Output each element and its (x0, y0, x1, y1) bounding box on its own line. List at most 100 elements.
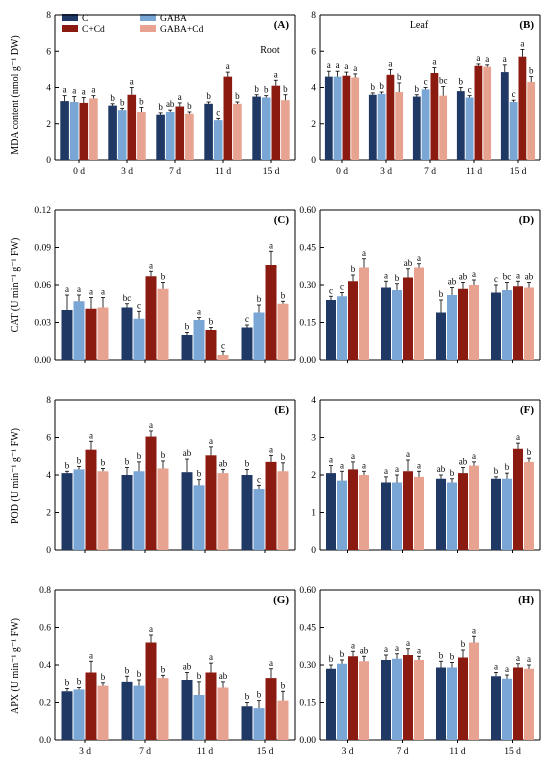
y-tick-label: 0.30 (299, 281, 316, 291)
legend-label-c: C (82, 14, 88, 24)
significance-letter: a (63, 85, 67, 95)
panel-label: (G) (273, 594, 289, 606)
bar-gaba-cd (185, 113, 194, 160)
y-tick-label: 2 (311, 471, 316, 481)
bar-gaba (165, 111, 175, 160)
bar-c (456, 91, 465, 160)
bar-c-cd (403, 655, 413, 740)
significance-letter: a (209, 652, 213, 662)
bar-gaba (502, 478, 512, 550)
bar-c-cd (271, 85, 281, 160)
bar-gaba-cd (277, 471, 289, 550)
significance-letter: a (395, 643, 399, 653)
bar-gaba (261, 97, 271, 160)
panel-label: (H) (518, 594, 534, 606)
significance-letter: a (149, 624, 153, 634)
x-tick-label: 11 d (466, 167, 483, 177)
y-tick-label: 1 (311, 509, 316, 519)
bar-gaba-cd (233, 103, 242, 160)
bar-c-cd (265, 265, 277, 360)
legend-swatch-gaba (140, 14, 156, 21)
significance-letter: a (269, 444, 273, 454)
bar-c (121, 307, 133, 360)
bar-c-cd (348, 281, 358, 360)
significance-letter: b (395, 273, 400, 283)
bar-c (412, 96, 421, 160)
significance-letter: b (439, 650, 444, 660)
significance-letter: a (417, 253, 421, 263)
significance-letter: a (269, 240, 273, 250)
significance-letter: c (494, 274, 498, 284)
significance-letter: b (281, 452, 286, 462)
bar-c-cd (513, 286, 523, 360)
significance-letter: ab (166, 99, 175, 109)
x-tick-label: 11 d (197, 747, 214, 757)
y-tick-label: 3 (311, 434, 316, 444)
significance-letter: bc (123, 293, 132, 303)
bar-gaba (253, 312, 265, 360)
significance-letter: a (353, 63, 357, 73)
bar-c (491, 478, 501, 550)
y-tick-label: 0 (46, 156, 51, 166)
significance-letter: a (130, 77, 134, 87)
y-tick-label: 0.30 (299, 661, 316, 671)
significance-letter: b (257, 294, 262, 304)
significance-letter: b (379, 81, 384, 91)
bar-gaba (465, 97, 474, 160)
significance-letter: b (185, 322, 190, 332)
y-tick-label: 0.60 (299, 206, 316, 216)
panel-label: (F) (520, 404, 534, 416)
significance-letter: ab (360, 645, 369, 655)
bar-gaba (447, 667, 457, 740)
significance-letter: b (254, 84, 259, 94)
y-tick-label: 0.00 (34, 356, 51, 366)
bar-c-cd (342, 75, 351, 160)
significance-letter: c (340, 282, 344, 292)
significance-letter: c (137, 300, 141, 310)
y-tick-label: 4 (311, 396, 316, 406)
bar-c (500, 72, 509, 160)
significance-letter: b (161, 450, 166, 460)
bar-c-cd (386, 74, 395, 160)
significance-letter: a (384, 466, 388, 476)
bar-gaba-cd (414, 267, 424, 360)
bar-c-cd (348, 469, 358, 550)
x-tick-label: 11 d (449, 747, 466, 757)
bar-c (181, 472, 193, 550)
significance-letter: a (362, 248, 366, 258)
bar-c (252, 96, 261, 160)
significance-letter: a (77, 284, 81, 294)
legend: C C+Cd GABA GABA+Cd (62, 14, 204, 35)
bar-c (61, 473, 73, 550)
significance-letter: c (245, 314, 249, 324)
significance-letter: a (432, 57, 436, 67)
significance-letter: a (226, 61, 230, 71)
bar-gaba (509, 102, 518, 160)
y-tick-label: 0.09 (34, 244, 51, 254)
bar-c-cd (265, 678, 277, 740)
significance-letter: a (336, 60, 340, 70)
panel-label: (B) (519, 19, 534, 31)
bar-gaba (392, 482, 402, 550)
y-tick-label: 0.45 (299, 624, 316, 634)
bar-gaba (337, 480, 347, 550)
bar-gaba (447, 295, 457, 360)
x-tick-label: 15 d (257, 747, 274, 757)
y-tick-label: 0.60 (299, 586, 316, 596)
x-tick-label: 7 d (139, 747, 151, 757)
bar-gaba (73, 301, 85, 360)
significance-letter: c (257, 474, 261, 484)
ylabel-mda: MDA content (nmol g⁻¹ DW) (10, 35, 21, 154)
bar-c-cd (513, 667, 523, 740)
significance-letter: b (505, 462, 510, 472)
significance-letter: ab (459, 272, 468, 282)
significance-letter: bc (439, 76, 448, 86)
significance-letter: b (494, 466, 499, 476)
bar-c-cd (474, 65, 483, 160)
significance-letter: a (65, 284, 69, 294)
y-tick-label: 0.12 (34, 206, 51, 216)
significance-letter: b (187, 101, 192, 111)
